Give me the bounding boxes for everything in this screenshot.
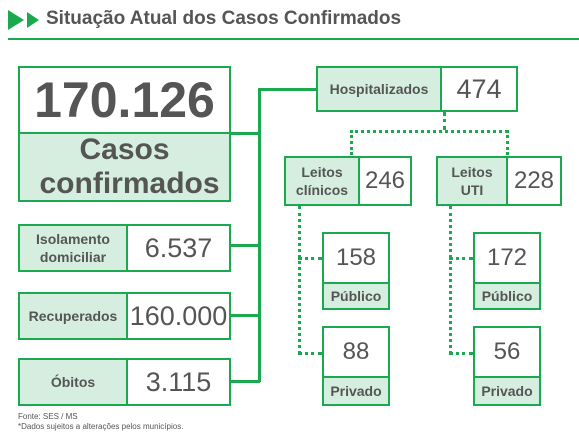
connector-line xyxy=(230,132,260,135)
isolation-value-box: 6.537 xyxy=(126,224,231,272)
clinical-private-value-box: 88 xyxy=(322,326,390,378)
dotted-connector xyxy=(443,112,446,130)
confirmed-cases-value: 170.126 xyxy=(34,72,215,128)
recovered-label: Recuperados xyxy=(28,308,118,324)
dotted-connector xyxy=(298,352,322,355)
hospitalized-label: Hospitalizados xyxy=(329,81,429,97)
clinical-public-label-box: Público xyxy=(322,282,390,310)
deaths-value: 3.115 xyxy=(145,366,212,397)
deaths-label: Óbitos xyxy=(50,374,96,390)
clinical-private-label: Privado xyxy=(330,383,382,399)
icu-public-value: 172 xyxy=(486,244,528,271)
title-divider xyxy=(8,38,579,40)
dotted-connector xyxy=(449,257,473,260)
icu-private-label-box: Privado xyxy=(473,376,541,406)
confirmed-cases-label-box: Casos confirmados xyxy=(18,132,231,202)
icu-public-value-box: 172 xyxy=(473,232,541,284)
hospitalized-value-box: 474 xyxy=(440,66,518,112)
deaths-value-box: 3.115 xyxy=(126,358,231,406)
hospitalized-label-box: Hospitalizados xyxy=(316,66,442,112)
footer-note: *Dados sujeitos a alterações pelos munic… xyxy=(18,422,184,431)
icu-public-label: Público xyxy=(481,288,533,304)
dotted-connector xyxy=(298,257,322,260)
recovered-value: 160.000 xyxy=(129,300,228,331)
clinical-public-value-box: 158 xyxy=(322,232,390,284)
icu-private-label: Privado xyxy=(481,383,533,399)
isolation-value: 6.537 xyxy=(144,232,213,263)
clinical-beds-label: Leitos clínicos xyxy=(295,164,349,198)
icu-public-label-box: Público xyxy=(473,282,541,310)
page-title: Situação Atual dos Casos Confirmados xyxy=(46,8,402,29)
hospitalized-value: 474 xyxy=(456,73,502,104)
connector-line xyxy=(230,244,260,247)
confirmed-cases-label: Casos confirmados xyxy=(39,133,220,200)
icu-beds-value-box: 228 xyxy=(506,156,562,206)
connector-line xyxy=(258,88,318,91)
footer-source: Fonte: SES / MS xyxy=(18,412,78,421)
clinical-beds-value-box: 246 xyxy=(358,156,412,206)
dotted-connector xyxy=(350,130,353,155)
arrow-icon xyxy=(8,10,24,30)
arrow-icon xyxy=(27,12,39,28)
dotted-connector xyxy=(449,352,473,355)
icu-beds-value: 228 xyxy=(513,167,555,194)
isolation-label: Isolamento domiciliar xyxy=(36,231,110,265)
icu-beds-label: Leitos UTI xyxy=(451,164,493,198)
deaths-label-box: Óbitos xyxy=(18,358,128,406)
dotted-connector xyxy=(506,130,509,155)
icu-private-value: 56 xyxy=(493,338,521,365)
confirmed-cases-value-box: 170.126 xyxy=(18,66,231,134)
recovered-label-box: Recuperados xyxy=(18,292,128,340)
clinical-public-label: Público xyxy=(330,288,382,304)
header: Situação Atual dos Casos Confirmados xyxy=(0,0,579,44)
icu-beds-label-box: Leitos UTI xyxy=(436,156,508,206)
clinical-beds-value: 246 xyxy=(364,167,406,194)
connector-line xyxy=(258,88,261,382)
clinical-beds-label-box: Leitos clínicos xyxy=(284,156,360,206)
connector-line xyxy=(230,314,260,317)
dotted-connector xyxy=(298,206,301,354)
isolation-label-box: Isolamento domiciliar xyxy=(18,224,128,272)
dotted-connector xyxy=(449,206,452,354)
clinical-public-value: 158 xyxy=(335,244,377,271)
clinical-private-value: 88 xyxy=(342,338,370,365)
recovered-value-box: 160.000 xyxy=(126,292,231,340)
connector-line xyxy=(230,380,260,383)
clinical-private-label-box: Privado xyxy=(322,376,390,406)
icu-private-value-box: 56 xyxy=(473,326,541,378)
dotted-connector xyxy=(350,130,508,133)
